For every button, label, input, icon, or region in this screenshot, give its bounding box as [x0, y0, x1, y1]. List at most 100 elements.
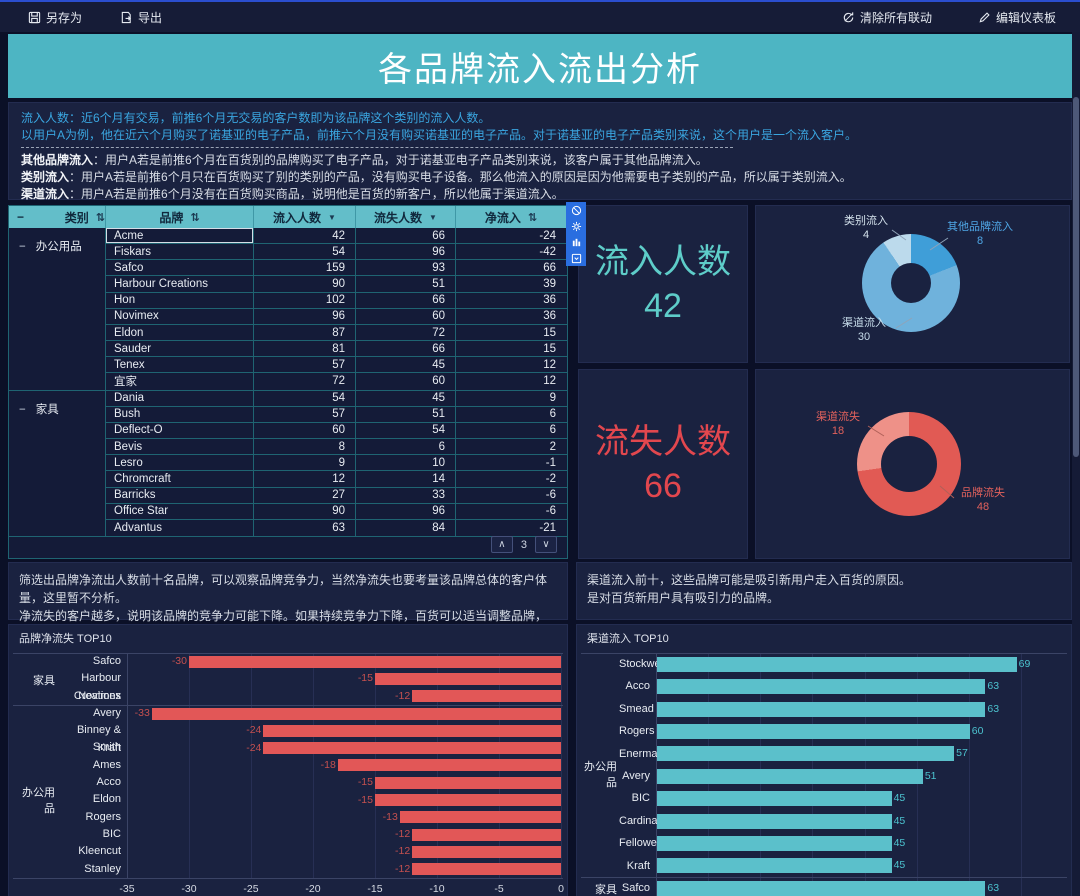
- value-cell[interactable]: 15: [543, 326, 556, 339]
- value-cell[interactable]: 159: [254, 260, 356, 276]
- header-brand[interactable]: 品牌 ⇅: [106, 206, 254, 228]
- brand-cell[interactable]: Acme: [106, 228, 254, 244]
- value-cell[interactable]: -1: [545, 456, 556, 469]
- bar[interactable]: [657, 679, 986, 695]
- bar[interactable]: [375, 672, 561, 685]
- brand-cell[interactable]: Chromcraft: [106, 471, 254, 487]
- value-cell[interactable]: 87: [254, 324, 356, 341]
- value-cell[interactable]: 90: [254, 276, 356, 292]
- value-cell[interactable]: 96: [254, 308, 356, 324]
- table-row[interactable]: Lesro 9 10 -1: [106, 455, 567, 472]
- page-up-button[interactable]: ∧: [490, 536, 513, 553]
- value-cell[interactable]: 72: [254, 373, 356, 390]
- bar[interactable]: [412, 828, 561, 841]
- edit-dashboard-button[interactable]: 编辑仪表板: [968, 9, 1066, 26]
- sort-icon[interactable]: ⇅: [95, 211, 105, 224]
- value-cell[interactable]: -6: [545, 505, 556, 518]
- scrollbar-thumb[interactable]: [1073, 97, 1079, 457]
- save-as-button[interactable]: 另存为: [18, 9, 92, 26]
- value-cell[interactable]: 9: [549, 392, 556, 405]
- bar[interactable]: [657, 701, 986, 717]
- brand-cell[interactable]: Advantus: [106, 519, 254, 536]
- value-cell[interactable]: 90: [254, 503, 356, 519]
- value-cell[interactable]: 10: [356, 455, 456, 471]
- table-row[interactable]: Acme 42 66 -24: [106, 228, 567, 245]
- sort-icon[interactable]: ⇅: [190, 211, 200, 224]
- sort-icon[interactable]: ⇅: [527, 211, 538, 224]
- collapse-icon[interactable]: −: [19, 403, 26, 416]
- value-cell[interactable]: 51: [356, 406, 456, 422]
- value-cell[interactable]: 102: [254, 292, 356, 308]
- table-row[interactable]: Harbour Creations 90 51 39: [106, 276, 567, 293]
- bar[interactable]: [657, 858, 892, 874]
- bar[interactable]: [263, 742, 561, 755]
- brand-cell[interactable]: 宜家: [106, 373, 254, 390]
- value-cell[interactable]: 96: [356, 503, 456, 519]
- inflow-donut-chart[interactable]: [862, 234, 960, 332]
- bar[interactable]: [375, 776, 561, 789]
- table-category-cell[interactable]: − 家具: [9, 390, 106, 536]
- value-cell[interactable]: -21: [539, 521, 556, 534]
- brand-cell[interactable]: Fiskars: [106, 244, 254, 260]
- brand-cell[interactable]: Eldon: [106, 324, 254, 341]
- cancel-linkage-icon[interactable]: [566, 202, 586, 218]
- value-cell[interactable]: 14: [356, 471, 456, 487]
- bar[interactable]: [399, 811, 561, 824]
- value-cell[interactable]: -6: [545, 489, 556, 502]
- value-cell[interactable]: 6: [356, 439, 456, 455]
- export-button[interactable]: 导出: [110, 9, 172, 26]
- value-cell[interactable]: 45: [356, 357, 456, 373]
- bar[interactable]: [337, 759, 561, 772]
- value-cell[interactable]: 51: [356, 276, 456, 292]
- value-cell[interactable]: 36: [543, 294, 556, 307]
- value-cell[interactable]: 6: [549, 408, 556, 421]
- header-category[interactable]: − 类别 ⇅: [9, 206, 106, 228]
- header-inflow[interactable]: 流入人数 ▼: [254, 206, 356, 228]
- value-cell[interactable]: -2: [545, 472, 556, 485]
- value-cell[interactable]: -24: [539, 229, 556, 242]
- filter-icon[interactable]: ▼: [328, 212, 336, 222]
- value-cell[interactable]: 93: [356, 260, 456, 276]
- value-cell[interactable]: 15: [543, 342, 556, 355]
- table-category-cell[interactable]: − 办公用品: [9, 228, 106, 390]
- table-row[interactable]: Tenex 57 45 12: [106, 357, 567, 374]
- table-row[interactable]: Bush 57 51 6: [106, 406, 567, 423]
- value-cell[interactable]: 12: [543, 358, 556, 371]
- bar[interactable]: [263, 724, 561, 737]
- value-cell[interactable]: 60: [254, 422, 356, 439]
- collapse-icon[interactable]: −: [19, 241, 26, 253]
- bar[interactable]: [412, 690, 561, 703]
- bar[interactable]: [657, 746, 955, 762]
- value-cell[interactable]: 57: [254, 357, 356, 373]
- brand-cell[interactable]: Deflect-O: [106, 422, 254, 439]
- page-scrollbar[interactable]: [1072, 32, 1080, 896]
- bar[interactable]: [657, 791, 892, 807]
- value-cell[interactable]: 63: [254, 519, 356, 536]
- table-row[interactable]: Eldon 87 72 15: [106, 324, 567, 342]
- collapse-icon[interactable]: [566, 250, 586, 266]
- page-down-button[interactable]: ∨: [535, 536, 557, 553]
- table-row[interactable]: Advantus 63 84 -21: [106, 519, 567, 536]
- header-net[interactable]: 净流入 ⇅: [484, 210, 538, 225]
- brand-cell[interactable]: Lesro: [106, 455, 254, 471]
- value-cell[interactable]: 54: [356, 422, 456, 439]
- table-row[interactable]: Barricks 27 33 -6: [106, 487, 567, 504]
- table-row[interactable]: Safco 159 93 66: [106, 260, 567, 277]
- table-row[interactable]: Novimex 96 60 36: [106, 308, 567, 325]
- brand-cell[interactable]: Tenex: [106, 357, 254, 373]
- value-cell[interactable]: 72: [356, 324, 456, 341]
- value-cell[interactable]: 60: [356, 373, 456, 390]
- table-row[interactable]: Office Star 90 96 -6: [106, 503, 567, 520]
- filter-icon[interactable]: ▼: [429, 212, 437, 222]
- bar[interactable]: [412, 845, 561, 858]
- value-cell[interactable]: 54: [254, 244, 356, 260]
- value-cell[interactable]: 60: [356, 308, 456, 324]
- settings-icon[interactable]: [566, 218, 586, 234]
- table-row[interactable]: Chromcraft 12 14 -2: [106, 471, 567, 488]
- bar[interactable]: [189, 655, 561, 668]
- value-cell[interactable]: 66: [543, 261, 556, 274]
- collapse-icon[interactable]: −: [17, 210, 25, 224]
- bar[interactable]: [657, 723, 970, 739]
- brand-cell[interactable]: Hon: [106, 292, 254, 308]
- brand-cell[interactable]: Novimex: [106, 308, 254, 324]
